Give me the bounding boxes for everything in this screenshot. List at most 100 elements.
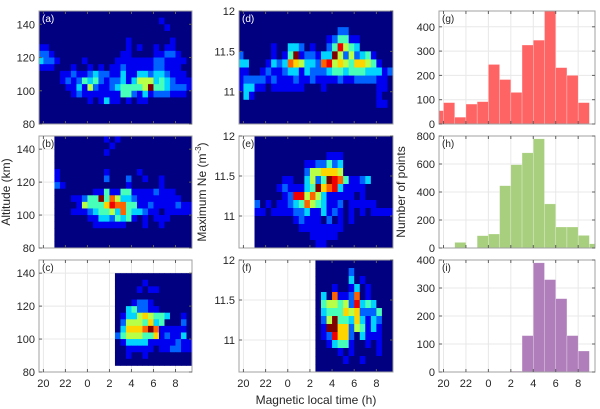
heatmap-cell [175,11,182,19]
heatmap-cell [153,155,160,163]
heatmap-cell [186,110,192,118]
heatmap-cell [254,208,261,217]
heatmap-cell [254,144,261,153]
heatmap-cell [315,27,322,36]
heatmap-cell [131,358,138,366]
heatmap-cell [276,27,283,36]
heatmap-cell [315,67,322,76]
heatmap-cell [81,162,88,170]
heatmap-cell [109,149,116,157]
heatmap-cell [109,77,116,85]
heatmap-cell [92,142,99,150]
heatmap-cell [98,117,105,124]
heatmap-cell [125,136,132,143]
heatmap-cell [54,44,61,52]
heatmap-cell [169,273,176,281]
heatmap-cell [293,152,300,161]
heatmap-cell [153,84,160,92]
heatmap-cell [153,358,160,366]
heatmap-cell [87,234,94,242]
heatmap-cell [125,175,132,183]
heatmap-cell [39,77,44,85]
heatmap-cell [65,149,72,157]
heatmap-cell [136,339,143,347]
heatmap-cell [298,144,305,153]
heatmap-cell [39,57,44,65]
heatmap-cell [337,11,344,20]
heatmap-cell [43,104,50,112]
heatmap-cell [381,11,388,20]
heatmap-cell [169,352,176,360]
heatmap-cell [103,195,110,203]
heatmap-cell [376,200,383,209]
heatmap-cell [365,144,372,153]
heatmap-cell [332,364,339,372]
heatmap-cell [48,77,55,85]
histogram-bar [577,350,590,372]
heatmap-cell [332,356,339,365]
heatmap-cell [87,44,94,52]
heatmap-cell [109,30,116,38]
heatmap-cell [39,90,44,98]
x-tick-label: 0 [485,378,491,390]
heatmap-cell [180,292,187,300]
heatmap-cell [381,260,388,269]
heatmap-cell [153,64,160,72]
heatmap-cell [359,75,366,85]
heatmap-cell [147,319,154,327]
heatmap-cell [348,200,355,209]
heatmap-cell [298,43,305,52]
heatmap-cell [131,70,138,78]
heatmap-cell [70,57,77,65]
heatmap-cell [315,184,322,193]
heatmap-cell [43,70,50,78]
heatmap-cell [276,232,283,241]
heatmap-cell [370,67,377,76]
heatmap-cell [43,30,50,38]
heatmap-cell [293,115,300,124]
heatmap-cell [153,11,160,19]
y-tick-label: 300 [417,283,435,295]
heatmap-cell [81,142,88,150]
heatmap-cell [282,144,289,153]
heatmap-cell [387,27,393,36]
heatmap-cell [315,51,322,60]
heatmap-cell [354,144,361,153]
heatmap-cell [114,319,121,327]
heatmap-cell [109,142,116,150]
y-tick-label: 11 [224,335,235,347]
heatmap-cell [59,149,66,157]
heatmap-cell [70,149,77,157]
heatmap-cell [65,90,72,98]
heatmap-cell [114,136,121,143]
heatmap-cell [136,208,143,216]
heatmap-cell [320,364,327,372]
histogram-bar [577,102,590,124]
heatmap-cell [309,192,316,201]
heatmap-cell [175,175,182,183]
heatmap-cell [39,104,44,112]
heatmap-cell [39,37,44,45]
heatmap-cell [260,208,266,217]
heatmap-cell [81,30,88,38]
heatmap-cell [304,107,311,117]
heatmap-cell [120,188,127,196]
heatmap-cell [175,325,182,333]
heatmap-cell [153,221,160,229]
heatmap-cell [276,192,283,201]
heatmap-cell [65,17,72,25]
heatmap-cell [142,24,149,32]
heatmap-cell [54,175,61,183]
heatmap-cell [186,30,192,38]
heatmap-cell [359,51,366,60]
heatmap-cell [370,115,377,124]
heatmap-cell [309,43,316,52]
heatmap-cell [43,17,50,25]
heatmap-cell [169,110,176,118]
heatmap-cell [142,57,149,65]
heatmap-cell [320,276,327,285]
heatmap-cell [343,51,350,60]
heatmap-cell [120,215,127,223]
data-layer [239,11,393,124]
heatmap-cell [131,234,138,242]
